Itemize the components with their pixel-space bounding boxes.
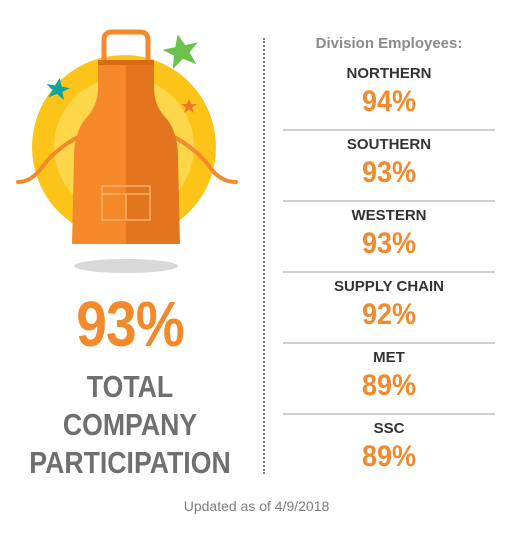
total-label-line-1: TOTAL (86, 369, 174, 404)
division-name: NORTHERN (346, 65, 432, 82)
apron-illustration (16, 29, 238, 273)
dotted-divider (263, 38, 265, 474)
division-row-supply-chain: SUPPLY CHAIN 92% (283, 273, 495, 344)
total-label-line-2: COMPANY (62, 407, 198, 442)
division-row-ssc: SSC 89% (283, 415, 495, 486)
division-value: 89% (361, 369, 417, 402)
division-name: SOUTHERN (346, 136, 432, 153)
division-panel: Division Employees: NORTHERN 94% SOUTHER… (283, 28, 495, 486)
apron-shadow (74, 259, 178, 273)
division-value: 93% (361, 227, 417, 260)
division-value: 94% (361, 85, 417, 118)
division-row-met: MET 89% (283, 344, 495, 415)
division-row-northern: NORTHERN 94% (283, 60, 495, 131)
division-value: 92% (361, 298, 417, 331)
division-name: SSC (373, 420, 405, 437)
division-row-southern: SOUTHERN 93% (283, 131, 495, 202)
division-value: 89% (361, 440, 417, 473)
division-name: WESTERN (351, 207, 427, 224)
updated-date-text: Updated as of 4/9/2018 (183, 498, 330, 514)
division-value: 93% (361, 156, 417, 189)
total-percent: 93% (76, 288, 184, 360)
star-green-icon (162, 34, 198, 70)
division-row-western: WESTERN 93% (283, 202, 495, 273)
division-panel-title: Division Employees: (315, 35, 463, 52)
division-name: MET (373, 349, 405, 366)
apron-icon (16, 29, 238, 244)
star-teal-icon (46, 78, 71, 101)
total-label-line-3: PARTICIPATION (29, 445, 231, 480)
total-participation-label: TOTAL COMPANY PARTICIPATION (10, 368, 250, 482)
star-orange-icon (181, 99, 197, 113)
division-name: SUPPLY CHAIN (333, 278, 445, 295)
